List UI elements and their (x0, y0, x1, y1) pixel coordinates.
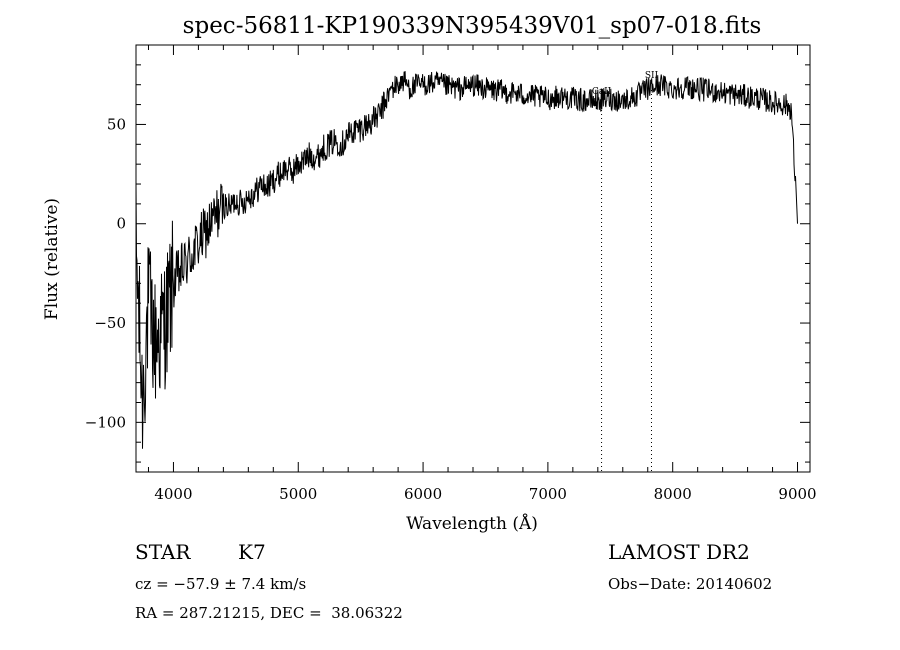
chart-title: spec-56811-KP190339N395439V01_sp07-018.f… (183, 13, 762, 39)
x-tick-label: 5000 (279, 485, 317, 503)
x-axis-label: Wavelength (Å) (406, 513, 538, 534)
x-tick-label: 9000 (778, 485, 816, 503)
y-tick-label: 50 (107, 115, 126, 133)
axis-ticks: 4000 5000 6000 7000 8000 9000 −100 −50 0 50 (85, 44, 817, 503)
spectral-subclass: K7 (238, 540, 266, 564)
annotation-label: SII (645, 71, 659, 81)
sky-coordinates: RA = 287.21215, DEC = 38.06322 (135, 604, 403, 622)
x-tick-label: 4000 (154, 485, 192, 503)
observation-date: Obs−Date: 20140602 (608, 575, 773, 593)
x-tick-label: 7000 (529, 485, 567, 503)
x-tick-label: 6000 (404, 485, 442, 503)
spectrum-line (135, 71, 798, 449)
x-tick-label: 8000 (654, 485, 692, 503)
radial-velocity: cz = −57.9 ± 7.4 km/s (135, 575, 307, 593)
y-tick-label: −50 (94, 314, 126, 332)
object-class: STAR (135, 540, 191, 564)
y-tick-label: −100 (85, 413, 126, 431)
y-tick-label: 0 (116, 215, 126, 233)
y-axis-label: Flux (relative) (42, 198, 62, 320)
survey-name: LAMOST DR2 (608, 540, 750, 564)
plot-frame (135, 44, 811, 473)
